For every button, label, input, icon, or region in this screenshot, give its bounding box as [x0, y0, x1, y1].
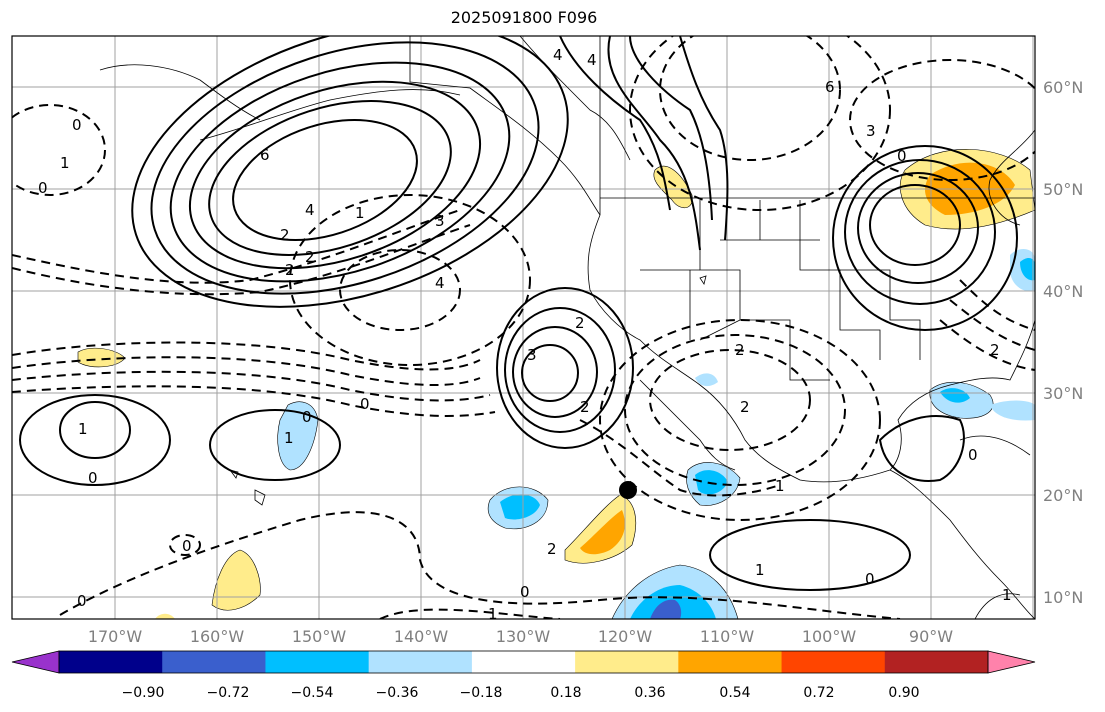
- contour-label: 0: [302, 408, 312, 426]
- lon-label: 140°W: [394, 627, 449, 646]
- colorbar: [11, 650, 1036, 674]
- contour-label: 1: [755, 561, 765, 579]
- contour-label: 6: [825, 78, 835, 96]
- contour-label: 1: [60, 154, 70, 172]
- map-area: 0 1 0 6 4 2 2 1 2 3 4 3 2 2 0 1 0 0 1 0 …: [12, 36, 1035, 623]
- contour-label: 2: [575, 314, 585, 332]
- colorbar-segment: [678, 651, 783, 673]
- dashed-contours: [12, 36, 1035, 619]
- colorbar-tick: 0.72: [803, 685, 834, 701]
- lon-label: 170°W: [88, 627, 143, 646]
- colorbar-tick: −0.36: [376, 685, 419, 701]
- contour-label: 2: [580, 398, 590, 416]
- lat-label: 10°N: [1043, 588, 1083, 607]
- orange-patch-center: [580, 510, 625, 555]
- colorbar-segment: [781, 651, 886, 673]
- colorbar-segment: [471, 651, 576, 673]
- contour-label: 0: [865, 570, 875, 588]
- contour-label: 0: [360, 395, 370, 413]
- colorbar-frame: [58, 650, 989, 674]
- blue-patch-south-deep: [650, 599, 682, 619]
- lon-label: 130°W: [496, 627, 551, 646]
- contour-label: 0: [897, 147, 907, 165]
- contour-label: 2: [547, 540, 557, 558]
- colorbar-extend-low: [11, 650, 60, 674]
- lon-label: 160°W: [190, 627, 245, 646]
- colorbar-tick: 0.90: [888, 685, 919, 701]
- colorbar-ticks: −0.90 −0.72 −0.54 −0.36 −0.18 0.18 0.36 …: [122, 685, 920, 701]
- map-frame: [11, 35, 1036, 620]
- contour-label: 1: [355, 204, 365, 222]
- colorbar-tick: −0.18: [460, 685, 503, 701]
- colorbar-tick: −0.90: [122, 685, 165, 701]
- lat-label: 50°N: [1043, 180, 1083, 199]
- contour-label: 4: [305, 201, 315, 219]
- lon-label: 110°W: [700, 627, 755, 646]
- solid-contours: [19, 36, 1018, 591]
- colorbar-segment: [162, 651, 266, 673]
- contour-label: 1: [1002, 586, 1012, 604]
- colorbar-tick: −0.54: [291, 685, 334, 701]
- colorbar-segment: [884, 651, 989, 673]
- blue-patch-east: [990, 400, 1035, 421]
- blue-patch-gulf-inner: [940, 388, 970, 403]
- lon-label: 150°W: [292, 627, 347, 646]
- contour-label: 1: [488, 605, 498, 623]
- contour-label: 3: [527, 346, 537, 364]
- colorbar-tick: 0.18: [550, 685, 581, 701]
- contour-label: 0: [38, 179, 48, 197]
- lon-label: 120°W: [598, 627, 653, 646]
- contour-label: 6: [260, 146, 270, 164]
- longitude-labels: 170°W 160°W 150°W 140°W 130°W 120°W 110°…: [88, 627, 953, 646]
- lat-label: 20°N: [1043, 486, 1083, 505]
- contour-label: 0: [88, 469, 98, 487]
- colorbar-segment: [265, 651, 370, 673]
- contour-label: 1: [284, 429, 294, 447]
- contour-label: 4: [587, 51, 597, 69]
- colorbar-segment: [59, 651, 163, 673]
- lat-label: 30°N: [1043, 384, 1083, 403]
- contour-label: 0: [968, 446, 978, 464]
- contour-label: 0: [72, 116, 82, 134]
- contour-label: 2: [285, 261, 295, 279]
- contour-label: 3: [435, 212, 445, 230]
- colorbar-tick: 0.36: [634, 685, 665, 701]
- lon-label: 90°W: [909, 627, 953, 646]
- blue-patch-mexico-inner: [695, 470, 728, 495]
- contour-label: 0: [520, 583, 530, 601]
- contour-label: 2: [305, 248, 315, 266]
- colorbar-extend-high: [987, 650, 1036, 674]
- contour-label: 4: [435, 274, 445, 292]
- yellow-patch-sw2: [155, 613, 175, 619]
- contour-label: 2: [735, 341, 745, 359]
- graticule: [12, 36, 1035, 619]
- blue-patch-atl-inner: [1020, 258, 1035, 281]
- lat-label: 40°N: [1043, 282, 1083, 301]
- contour-label: 3: [866, 122, 876, 140]
- contour-label: 1: [78, 420, 88, 438]
- contour-label: 2: [740, 398, 750, 416]
- blue-patch-hawaii: [277, 401, 319, 471]
- contour-label: 0: [77, 592, 87, 610]
- colorbar-tick: −0.72: [207, 685, 250, 701]
- blue-patch-small: [695, 373, 718, 387]
- lat-label: 60°N: [1043, 78, 1083, 97]
- plot-title: 2025091800 F096: [450, 8, 598, 27]
- contour-label: 2: [990, 341, 1000, 359]
- contour-label: 2: [280, 226, 290, 244]
- contour-labels: 0 1 0 6 4 2 2 1 2 3 4 3 2 2 0 1 0 0 1 0 …: [38, 46, 1012, 623]
- colorbar-segment: [575, 651, 679, 673]
- contour-label: 1: [775, 477, 785, 495]
- contour-label: 4: [553, 46, 563, 64]
- latitude-labels: 60°N 50°N 40°N 30°N 20°N 10°N: [1043, 78, 1083, 607]
- location-marker: [619, 481, 637, 499]
- blue-patch-mid-inner: [500, 494, 540, 520]
- colorbar-tick: 0.54: [719, 685, 750, 701]
- yellow-patch-sw: [211, 549, 261, 611]
- lon-label: 100°W: [802, 627, 857, 646]
- contour-label: 0: [182, 537, 192, 555]
- colorbar-segment: [368, 651, 473, 673]
